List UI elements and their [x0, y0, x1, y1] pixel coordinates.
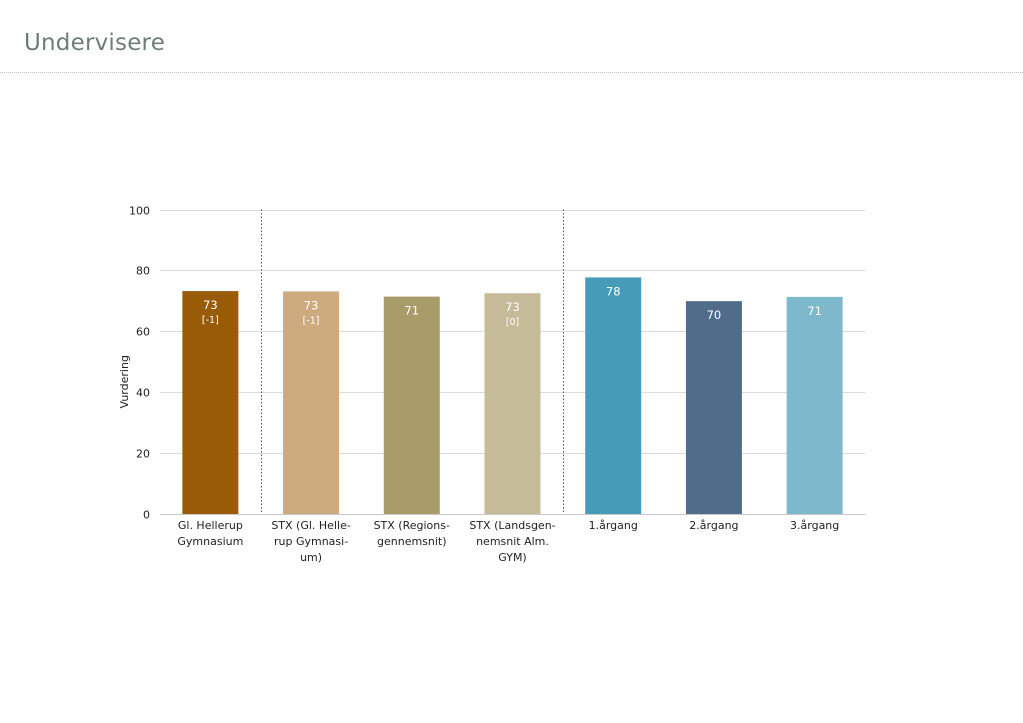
bar	[685, 301, 742, 514]
y-tick-label: 60	[136, 326, 150, 339]
bar	[182, 291, 239, 514]
bar	[283, 291, 340, 514]
y-tick-label: 80	[136, 265, 150, 278]
x-tick-label: 2.årgang	[689, 519, 738, 532]
data-label: 70	[707, 308, 722, 322]
x-tick-label: STX (Landsgen-nemsnit Alm. GYM)	[469, 519, 555, 564]
grid-lines	[160, 210, 865, 515]
data-label: 73	[505, 300, 520, 314]
x-tick-label: STX (Regions-gennemsnit)	[374, 519, 450, 548]
data-label: 71	[404, 304, 419, 318]
x-tick-label: 3.årgang	[790, 519, 839, 532]
x-axis-labels: Gl. Hellerup Gymnasium STX (Gl. Helle-rup …	[177, 519, 839, 564]
x-tick-label: STX (Gl. Helle-rup Gymnasi-um)	[271, 519, 351, 564]
title-divider	[0, 72, 1023, 73]
data-label: 73	[304, 298, 319, 312]
y-axis-label: Vurdering	[118, 355, 131, 408]
delta-label: [0]	[506, 317, 519, 328]
delta-label: [-1]	[303, 315, 320, 326]
bars: 73 [-1] 73 [-1] 71 73 [0] 78 70 71	[182, 277, 843, 514]
y-tick-label: 40	[136, 387, 150, 400]
bar	[585, 277, 642, 514]
delta-label: [-1]	[202, 315, 219, 326]
bar	[383, 296, 440, 514]
y-tick-label: 0	[143, 509, 150, 522]
x-tick-label: Gl. Hellerup Gymnasium	[177, 519, 243, 548]
page-title: Undervisere	[24, 30, 166, 56]
bar	[786, 296, 843, 514]
x-tick-label: 1.årgang	[589, 519, 638, 532]
data-label: 73	[203, 298, 218, 312]
data-label: 71	[807, 304, 822, 318]
y-tick-label: 100	[129, 205, 150, 218]
data-label: 78	[606, 284, 621, 298]
y-axis-ticks: 0 20 40 60 80 100	[129, 205, 150, 522]
bar	[484, 293, 541, 514]
y-tick-label: 20	[136, 448, 150, 461]
